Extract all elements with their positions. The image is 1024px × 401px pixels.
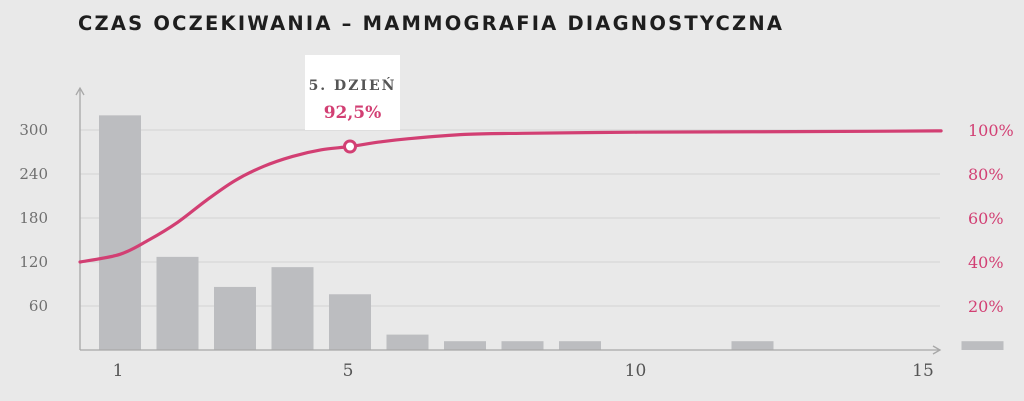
y-left-tick-label: 300 xyxy=(19,121,48,139)
x-axis-ticks: 1 5 10 15 xyxy=(113,361,934,381)
highlight-marker xyxy=(343,139,357,154)
bar xyxy=(961,341,1004,350)
x-axis-arrow xyxy=(932,345,942,355)
callout-box xyxy=(305,55,400,130)
bar xyxy=(731,341,774,350)
x-tick-label: 1 xyxy=(113,361,124,381)
y-right-tick-label: 80% xyxy=(968,165,1004,184)
bar xyxy=(501,341,544,350)
bar xyxy=(386,334,429,350)
bars xyxy=(99,115,1004,351)
bar xyxy=(156,256,199,350)
axes xyxy=(75,86,942,355)
y-axis-left-ticks: 60 120 180 240 300 xyxy=(19,121,48,315)
y-left-tick-label: 240 xyxy=(19,165,48,183)
cumulative-line xyxy=(78,129,943,264)
callout-value-label: 92,5% xyxy=(324,103,382,123)
bar xyxy=(214,286,256,350)
y-left-tick-label: 180 xyxy=(19,209,48,227)
y-right-tick-label: 100% xyxy=(968,121,1014,140)
bar xyxy=(444,341,486,350)
callout-day-label: 5. DZIEŃ xyxy=(309,76,397,94)
y-left-tick-label: 120 xyxy=(19,253,48,271)
chart-title: CZAS OCZEKIWANIA – MAMMOGRAFIA DIAGNOSTY… xyxy=(78,12,784,35)
bar xyxy=(271,267,314,350)
bar xyxy=(329,294,371,350)
x-tick-label: 15 xyxy=(912,361,934,381)
y-right-tick-label: 40% xyxy=(968,253,1004,272)
highlight-callout: 5. DZIEŃ 92,5% xyxy=(305,55,400,130)
y-left-tick-label: 60 xyxy=(29,297,48,315)
x-tick-label: 5 xyxy=(343,361,354,381)
grid-lines xyxy=(80,129,940,307)
bar xyxy=(99,115,141,351)
y-axis-right-ticks: 20% 40% 60% 80% 100% xyxy=(968,121,1014,316)
y-right-tick-label: 20% xyxy=(968,297,1004,316)
y-right-tick-label: 60% xyxy=(968,209,1004,228)
bar xyxy=(559,341,601,350)
y-axis-arrow xyxy=(75,86,85,96)
x-tick-label: 10 xyxy=(625,361,647,381)
